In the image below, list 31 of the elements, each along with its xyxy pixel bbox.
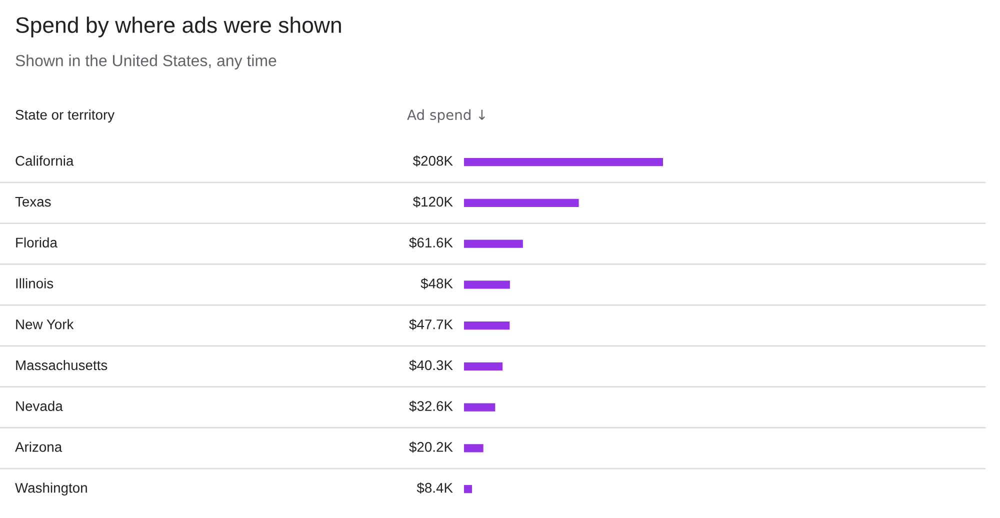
y-tick-label: New York <box>16 319 74 330</box>
bar <box>464 280 510 289</box>
data-label: $61.6K <box>409 237 453 248</box>
data-label: $32.6K <box>409 400 453 412</box>
y-tick-label: Nevada <box>16 400 63 412</box>
text: Shown in the United States, any time <box>16 54 276 70</box>
y-axis-title: State or territory <box>16 110 115 122</box>
bar <box>464 198 579 207</box>
data-label: $40.3K <box>409 360 453 371</box>
bar <box>464 158 663 166</box>
data-label: $208K <box>412 155 453 167</box>
data-label: $20.2K <box>409 441 453 453</box>
y-tick-label: Texas <box>15 196 51 207</box>
data-label: $48K <box>420 278 453 290</box>
bar <box>464 362 503 370</box>
y-tick-label: Florida <box>16 237 58 248</box>
x-axis-title: Ad spend ↓ <box>407 109 485 123</box>
bar <box>464 403 496 412</box>
data-label: $8.4K <box>416 482 453 494</box>
y-tick-label: Massachusetts <box>16 360 108 370</box>
bar <box>464 321 510 330</box>
bar <box>464 444 484 452</box>
bar <box>464 484 472 494</box>
y-tick-label: Illinois <box>16 278 54 288</box>
y-tick-label: California <box>16 156 74 166</box>
data-label: $120K <box>412 196 453 208</box>
text: Spend by where ads were shown <box>16 16 341 38</box>
y-tick-label: Arizona <box>15 442 62 452</box>
bar <box>464 240 523 248</box>
data-label: $47.7K <box>409 318 453 330</box>
y-tick-label: Washington <box>15 482 87 496</box>
